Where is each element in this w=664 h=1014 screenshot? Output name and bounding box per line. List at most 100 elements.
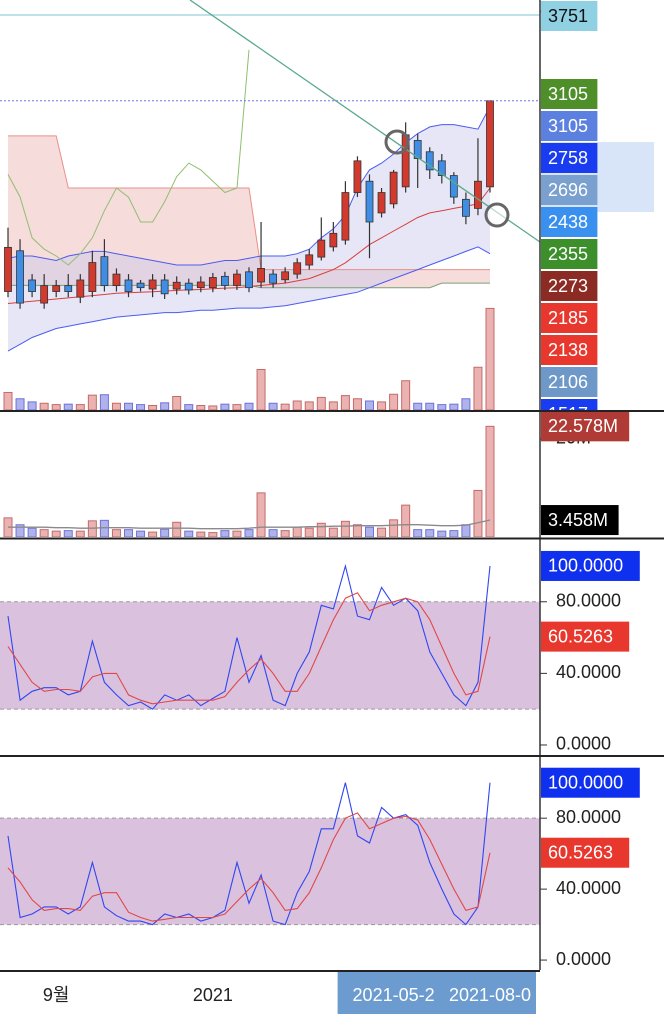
candle-body [257,268,265,283]
candle-body [437,160,446,176]
volume-bar [425,529,435,537]
price-tag-label: 3105 [548,116,588,136]
volume-bar [208,532,218,537]
price-tag [541,505,619,536]
candle-body [208,277,217,289]
price-tag [541,767,640,798]
price-tag [541,239,598,269]
price-tag-label: 3105 [548,84,588,104]
candle-body [474,180,482,209]
volume-bar [401,380,411,410]
x-tick-label: 2021-08-0 [449,985,531,1005]
candle-body [425,151,434,171]
cloud-line [8,135,490,271]
volume-bar [437,530,447,537]
volume-bar [280,403,290,410]
volume-bar [280,530,290,537]
price-tag [541,79,598,109]
price-tag-label: 3.458M [548,510,608,530]
volume-bar [172,396,182,410]
candle-body [317,239,326,258]
volume-bar [136,404,146,410]
price-tag [541,175,598,205]
candle-body [220,275,229,286]
candle-body [184,282,193,291]
volume-bar [75,530,85,537]
volume-bar [473,366,483,410]
price-tag [541,550,640,581]
x-tick-label: 9월 [43,985,70,1005]
volume-bar [172,521,182,537]
candle-body [329,232,338,248]
volume-bar [365,526,374,537]
y-tick-label: 0.0000 [556,734,611,754]
volume-bar [232,530,242,537]
volume-bar [328,401,338,410]
price-tag-label: 2438 [548,212,588,232]
volume-bar [377,401,387,410]
x-axis: 9월 2021 2021-05-2 2021-08-0 [43,972,536,1014]
volume-bar [316,522,326,537]
volume-bar [449,530,459,537]
volume-bar [15,524,25,537]
volume-bar [377,527,387,537]
candle-body [76,279,85,298]
volume-bar [111,402,121,410]
candle-body [245,271,253,289]
price-tag [541,207,598,237]
candle-body [233,273,241,286]
volume-bar [389,393,399,410]
volume-bar [352,398,362,410]
anchor-point [484,202,510,228]
stochastic-pane: 0.0000 40.0000 80.0000 100.0000 60.5263 [0,550,640,754]
volume-bar [99,394,109,410]
candle-body [124,279,133,292]
price-tag-label: 2696 [548,180,588,200]
volume-bar [75,404,85,410]
price-tag [541,1,598,31]
volume-bar [63,530,73,537]
volume-bar [87,394,97,410]
stochastic-line [7,592,491,705]
x-tick-label: 2021 [193,985,233,1005]
candle-body [413,140,422,159]
volume-bar [160,528,170,537]
candle-body [293,262,302,275]
candle-body [341,192,350,241]
band-fill [0,601,540,710]
volume-bar [401,504,411,537]
price-tag [541,111,598,141]
volume-bar [425,402,435,410]
volume-bar [352,524,362,537]
candle-body [148,279,157,290]
volume-bar [256,492,266,537]
volume-bar [63,403,73,410]
volume-bar [15,398,25,410]
volume-bar [196,405,206,410]
volume-bar [51,404,61,410]
price-tag-label: 3751 [548,6,588,26]
y-tick-label: 0.0000 [556,949,611,969]
price-tag-label: 22.578M [548,416,618,436]
y-tick-label: 40.0000 [556,662,621,682]
price-tag [541,412,630,442]
price-tag-label: 2758 [548,148,588,168]
price-tag-label: 2273 [548,276,588,296]
volume-bar [39,402,49,410]
trend-line [189,0,541,243]
candle-body [112,273,121,287]
volume-bar [51,530,61,537]
candle-body [461,198,470,217]
candle-body [64,285,73,292]
volume-bar [220,530,230,537]
volume-bar [461,524,471,537]
candle-body [365,180,374,223]
volume-bar [365,400,374,410]
candle-body [16,250,24,304]
price-tag [541,621,630,652]
cloud [8,135,490,288]
volume-bar [268,402,278,410]
candle-body [377,192,386,214]
candle-body [196,281,205,289]
volume-bar [220,403,230,410]
